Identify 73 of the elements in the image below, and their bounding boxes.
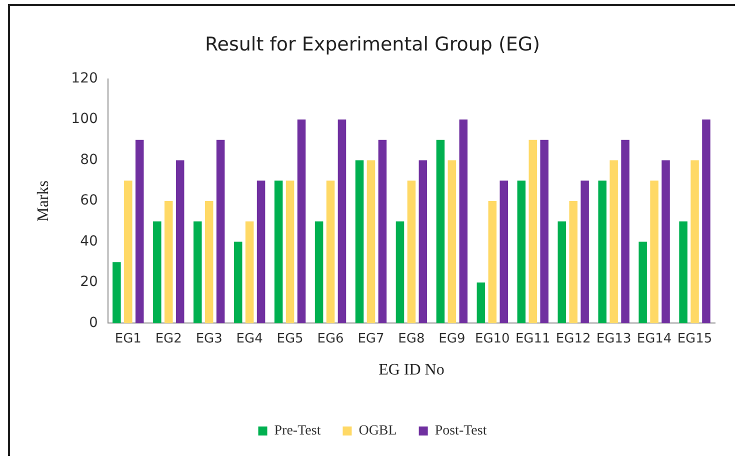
bar — [580, 180, 589, 324]
y-tick-label: 20 — [80, 274, 98, 290]
bar — [245, 221, 254, 324]
bar — [650, 180, 658, 324]
bar — [598, 180, 606, 324]
y-tick-label: 0 — [89, 314, 98, 331]
bar — [135, 140, 144, 324]
bar — [396, 221, 404, 324]
bar — [558, 221, 566, 324]
x-tick-label: EG5 — [276, 331, 304, 346]
bar — [204, 201, 214, 324]
y-tick-label: 80 — [80, 152, 98, 168]
bar — [407, 180, 416, 324]
x-tick-label: EG3 — [196, 331, 222, 346]
x-tick-label: EG6 — [317, 331, 344, 346]
bar — [297, 120, 306, 324]
x-tick-label: EG15 — [677, 331, 712, 346]
bar — [621, 140, 630, 324]
bar — [314, 221, 324, 324]
x-tick-label: EG8 — [398, 331, 425, 346]
x-tick-label: EG13 — [596, 331, 632, 346]
bar — [124, 180, 132, 324]
bar — [194, 221, 202, 324]
bar — [638, 242, 647, 324]
bar — [286, 180, 294, 324]
bar — [459, 120, 468, 324]
x-tick-label: EG2 — [155, 331, 182, 346]
x-tick-label: EG11 — [515, 331, 550, 346]
y-tick-label: 100 — [71, 111, 98, 128]
legend-label: Post-Test — [434, 424, 487, 439]
bar — [418, 160, 428, 324]
bar — [528, 140, 538, 324]
chart-title: Result for Experimental Group (EG) — [204, 33, 540, 56]
bar — [662, 160, 670, 324]
bar — [274, 180, 283, 324]
bar — [153, 221, 162, 324]
x-tick-label: EG9 — [438, 331, 466, 346]
bar — [517, 180, 526, 324]
bar — [679, 221, 688, 324]
y-tick-label: 60 — [80, 192, 98, 209]
legend-label: Pre-Test — [274, 424, 321, 439]
bar — [690, 160, 699, 324]
x-tick-label: EG4 — [236, 331, 263, 346]
x-axis-title: EG ID No — [378, 362, 444, 379]
bar — [366, 160, 376, 324]
bar — [702, 120, 710, 324]
x-tick-label: EG10 — [474, 331, 510, 346]
bar — [256, 180, 266, 324]
bar — [355, 160, 364, 324]
bar — [500, 180, 508, 324]
bar — [176, 160, 184, 324]
bar — [326, 180, 335, 324]
y-tick-label: 40 — [80, 233, 98, 250]
legend-label: OGBL — [358, 424, 397, 439]
y-axis-title: Marks — [34, 180, 52, 222]
bar — [569, 201, 578, 324]
bar — [610, 160, 618, 324]
bar — [112, 262, 121, 324]
y-tick-label: 120 — [71, 70, 98, 86]
x-tick-label: EG1 — [114, 331, 142, 346]
bar — [216, 140, 225, 324]
bar — [234, 242, 242, 324]
bar — [488, 201, 497, 324]
bar — [540, 140, 548, 324]
bar — [448, 160, 456, 324]
bar — [378, 140, 387, 324]
x-tick-label: EG12 — [556, 331, 591, 346]
x-tick-label: EG7 — [358, 331, 384, 346]
bar — [476, 282, 486, 324]
bar — [164, 201, 173, 324]
x-tick-label: EG14 — [636, 331, 672, 346]
bar — [436, 140, 445, 324]
bar — [338, 120, 346, 324]
